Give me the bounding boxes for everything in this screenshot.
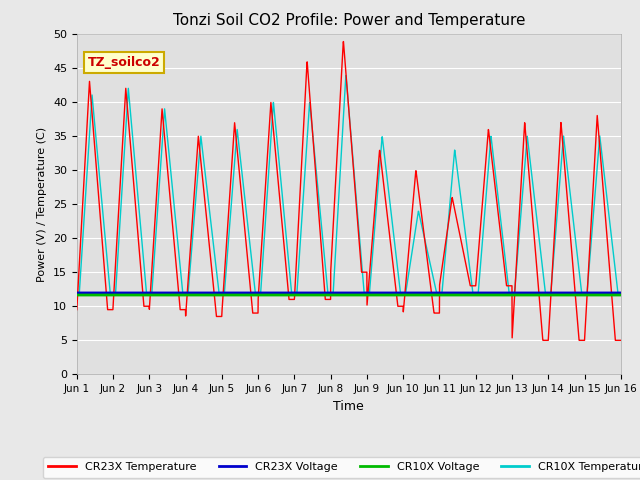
Title: Tonzi Soil CO2 Profile: Power and Temperature: Tonzi Soil CO2 Profile: Power and Temper… — [173, 13, 525, 28]
Y-axis label: Power (V) / Temperature (C): Power (V) / Temperature (C) — [37, 126, 47, 282]
X-axis label: Time: Time — [333, 400, 364, 413]
Legend: CR23X Temperature, CR23X Voltage, CR10X Voltage, CR10X Temperature: CR23X Temperature, CR23X Voltage, CR10X … — [43, 457, 640, 478]
Text: TZ_soilco2: TZ_soilco2 — [88, 56, 161, 69]
